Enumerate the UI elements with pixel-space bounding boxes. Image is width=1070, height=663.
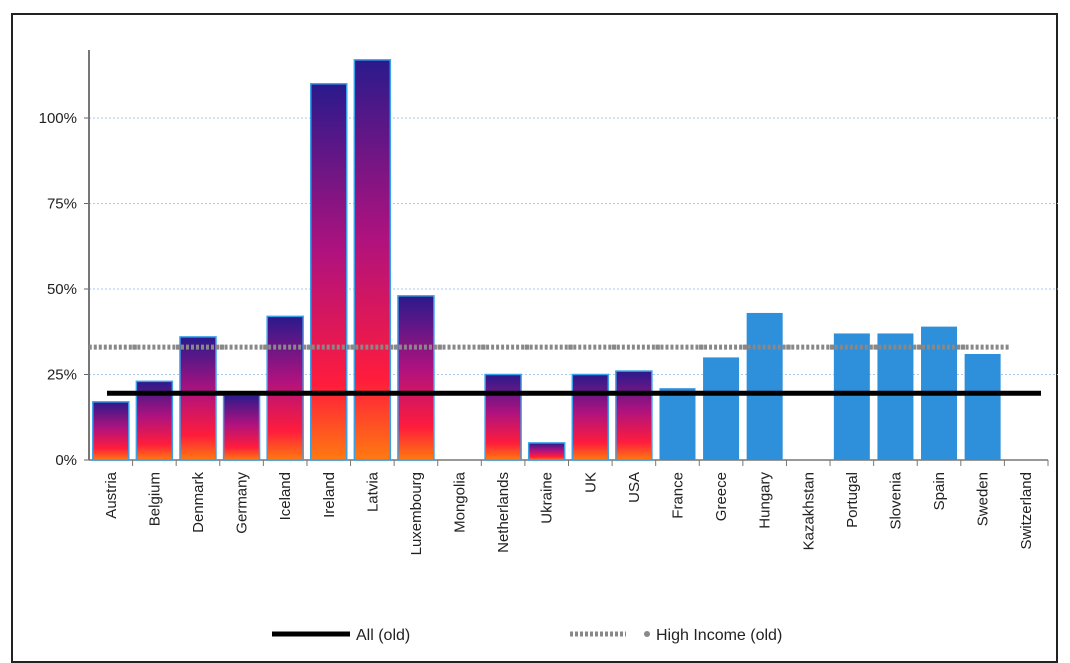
bar-luxembourg [397, 295, 435, 461]
x-category-label: Switzerland [1018, 472, 1035, 550]
bar-chart: 0% 25% 50% 75% 100% Austria Belgium Denmark Ger… [39, 50, 1058, 644]
bar-hungary [746, 312, 783, 460]
bar-germany [222, 394, 261, 461]
y-tick-label: 50% [47, 281, 77, 298]
x-category-label: Hungary [757, 472, 774, 529]
x-category-label: Greece [713, 472, 730, 521]
x-category-label: France [669, 472, 686, 519]
bar-uk [571, 373, 610, 461]
bar-usa [615, 370, 653, 461]
x-category-label: Slovenia [887, 471, 904, 529]
x-category-label: UK [582, 472, 599, 493]
x-category-label: Portugal [844, 472, 861, 528]
reference-lines [88, 344, 1041, 396]
chart-frame: 0% 25% 50% 75% 100% Austria Belgium Denmark Ger… [11, 13, 1058, 663]
legend-high-income-marker [644, 631, 650, 637]
bar-greece [703, 357, 740, 460]
x-category-label: Latvia [364, 471, 381, 512]
x-category-label: Austria [103, 471, 120, 518]
bar-sweden [964, 353, 1001, 460]
x-category-label: Spain [931, 472, 948, 510]
bar-denmark [179, 336, 217, 461]
bar-iceland [266, 315, 304, 461]
legend-all-label: All (old) [356, 627, 410, 644]
bar-france [659, 388, 696, 460]
x-category-label: Mongolia [452, 471, 469, 533]
bar-latvia [353, 59, 392, 461]
x-category-label: USA [626, 472, 643, 503]
y-tick-label: 25% [47, 367, 77, 384]
bar-austria [92, 401, 130, 461]
bar-ireland [310, 83, 348, 461]
x-category-label: Belgium [146, 472, 163, 526]
x-category-label: Iceland [277, 472, 294, 520]
x-category-label: Germany [234, 472, 251, 534]
x-category-label: Luxembourg [408, 472, 425, 555]
y-tick-label: 100% [39, 110, 77, 127]
legend: All (old) High Income (old) [272, 627, 782, 644]
y-axis: 0% 25% 50% 75% 100% [39, 50, 1049, 469]
x-category-label: Sweden [975, 472, 992, 526]
x-category-label: Kazakhstan [800, 472, 817, 550]
bar-portugal [833, 333, 870, 460]
bar-slovenia [877, 333, 914, 460]
category-labels: Austria Belgium Denmark Germany Iceland Irela… [103, 471, 1035, 555]
x-category-label: Denmark [190, 472, 207, 533]
bars [92, 59, 1001, 461]
x-category-label: Ireland [321, 472, 338, 518]
y-tick-label: 0% [55, 452, 77, 469]
x-category-label: Ukraine [539, 472, 556, 524]
legend-high-income-label: High Income (old) [656, 627, 782, 644]
bar-ukraine [527, 442, 566, 461]
bar-netherlands [484, 373, 522, 461]
x-category-label: Netherlands [495, 472, 512, 553]
y-tick-label: 75% [47, 196, 77, 213]
